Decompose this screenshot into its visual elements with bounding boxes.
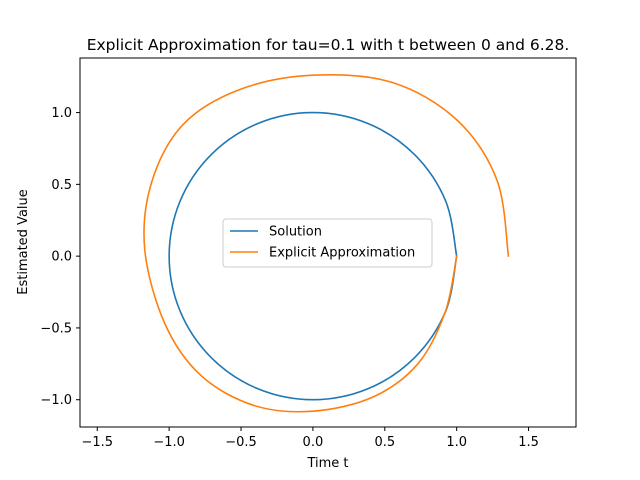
legend: Solution Explicit Approximation bbox=[222, 218, 433, 268]
y-axis: −1.0 −0.5 0.0 0.5 1.0 bbox=[40, 106, 80, 408]
y-tick-label: 0.0 bbox=[51, 250, 72, 265]
y-axis-label: Estimated Value bbox=[16, 189, 31, 295]
series-line-solution bbox=[168, 111, 458, 401]
x-tick-label: −0.5 bbox=[225, 435, 257, 450]
x-axis: −1.5 −1.0 −0.5 0.0 0.5 1.0 1.5 bbox=[81, 427, 539, 450]
y-tick-label: 1.0 bbox=[51, 106, 72, 121]
x-axis-label: Time t bbox=[306, 456, 348, 471]
x-tick-label: −1.5 bbox=[81, 435, 113, 450]
plot-frame bbox=[79, 57, 577, 428]
x-tick-label: 1.5 bbox=[518, 435, 539, 450]
series-line-explicit-approximation bbox=[143, 73, 510, 413]
x-tick-label: 1.0 bbox=[446, 435, 467, 450]
chart-title: Explicit Approximation for tau=0.1 with … bbox=[87, 36, 570, 54]
x-tick-label: 0.5 bbox=[374, 435, 395, 450]
legend-label: Explicit Approximation bbox=[269, 246, 415, 261]
y-tick-label: −1.0 bbox=[40, 393, 72, 408]
legend-box bbox=[222, 218, 433, 268]
y-tick-label: −0.5 bbox=[40, 321, 72, 336]
legend-label: Solution bbox=[269, 225, 322, 240]
x-tick-label: −1.0 bbox=[153, 435, 185, 450]
x-tick-label: 0.0 bbox=[303, 435, 324, 450]
y-tick-label: 0.5 bbox=[51, 178, 72, 193]
